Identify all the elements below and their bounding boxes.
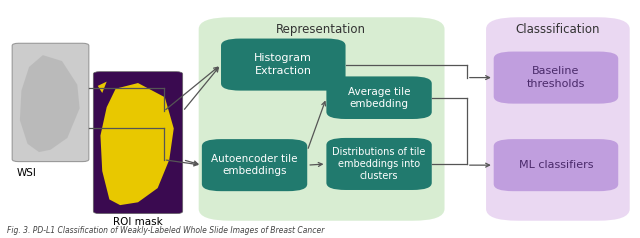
Polygon shape: [20, 55, 79, 152]
FancyBboxPatch shape: [202, 139, 307, 191]
FancyBboxPatch shape: [93, 72, 182, 214]
FancyBboxPatch shape: [198, 17, 445, 221]
FancyBboxPatch shape: [493, 52, 618, 104]
FancyBboxPatch shape: [221, 39, 346, 91]
Polygon shape: [100, 83, 173, 205]
FancyBboxPatch shape: [326, 76, 432, 119]
Text: Baseline
thresholds: Baseline thresholds: [527, 66, 585, 89]
Text: ML classifiers: ML classifiers: [518, 160, 593, 170]
Text: Representation: Representation: [276, 23, 366, 36]
Text: ROI mask: ROI mask: [113, 217, 163, 227]
Text: Autoencoder tile
embeddings: Autoencoder tile embeddings: [211, 154, 298, 176]
FancyBboxPatch shape: [486, 17, 630, 221]
Text: Distributions of tile
embeddings into
clusters: Distributions of tile embeddings into cl…: [332, 147, 426, 181]
FancyBboxPatch shape: [493, 139, 618, 191]
Text: Average tile
embedding: Average tile embedding: [348, 86, 410, 109]
FancyBboxPatch shape: [326, 138, 432, 190]
Text: Histogram
Extraction: Histogram Extraction: [254, 53, 312, 76]
Text: Classsification: Classsification: [515, 23, 600, 36]
FancyBboxPatch shape: [12, 43, 89, 162]
Polygon shape: [98, 82, 107, 93]
Text: Fig. 3. PD-L1 Classification of Weakly-Labeled Whole Slide Images of Breast Canc: Fig. 3. PD-L1 Classification of Weakly-L…: [7, 226, 324, 235]
Text: WSI: WSI: [17, 168, 36, 178]
